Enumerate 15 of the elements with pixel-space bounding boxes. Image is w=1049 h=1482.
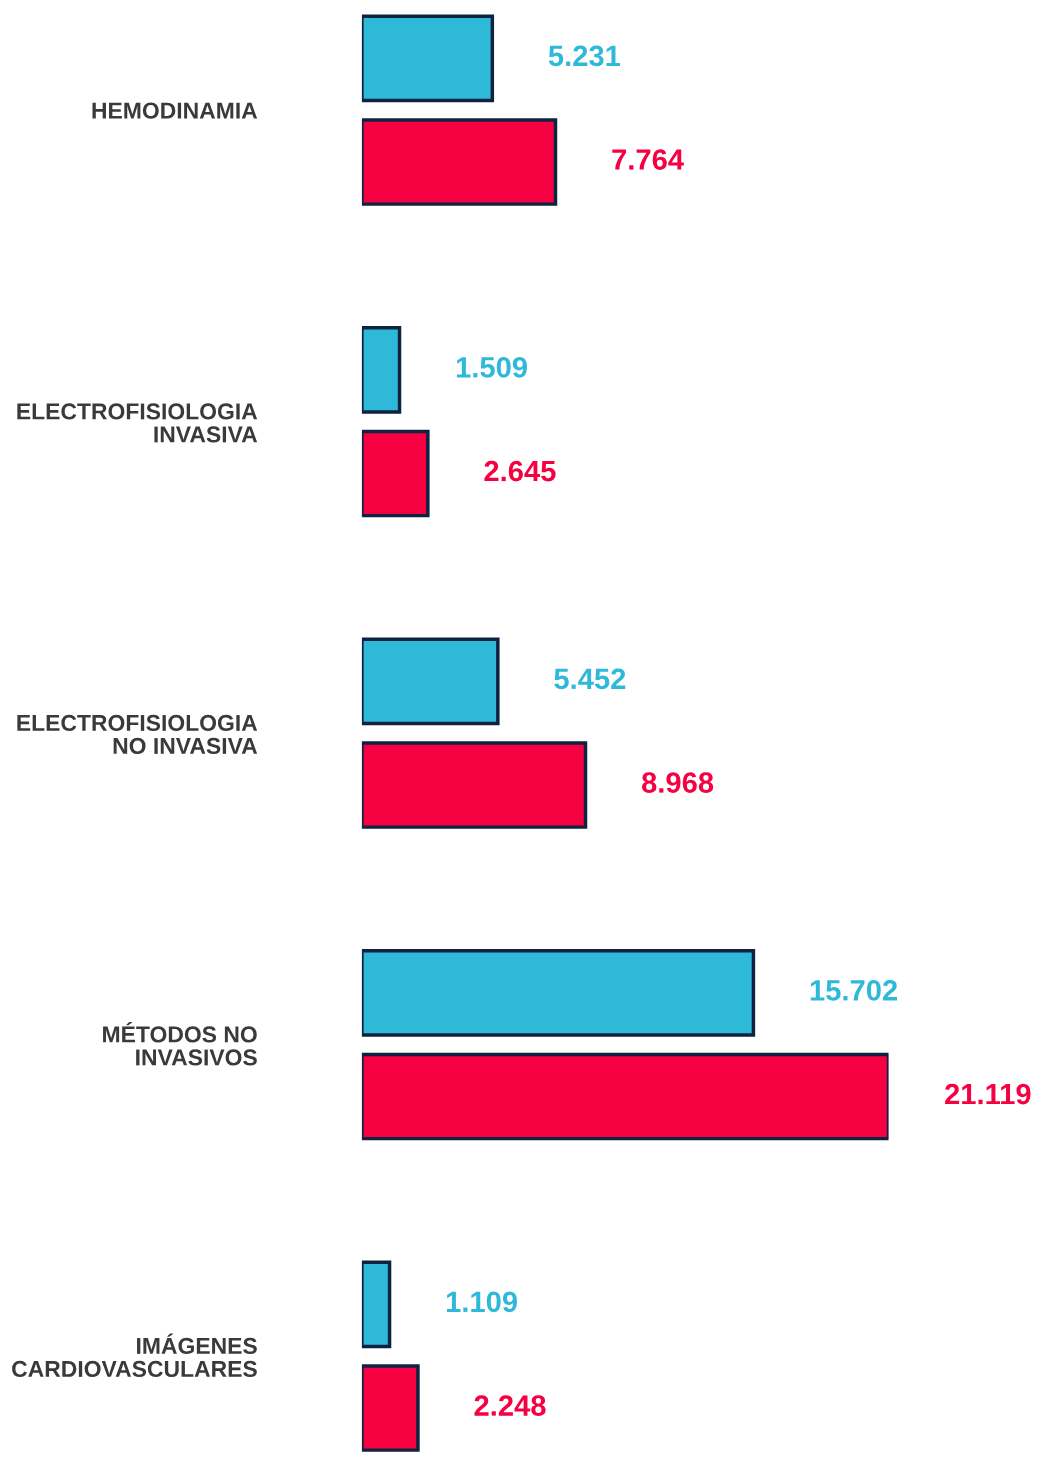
data-label: 5.231 [548,45,621,67]
y-tick-label: ELECTROFISIOLOGIA INVASIVA [17,403,258,443]
data-label: 2.248 [474,1395,546,1416]
data-label: 7.764 [612,149,684,170]
data-label: 2.645 [484,460,556,482]
y-tick-label: HEMODINAMIA [92,102,258,119]
data-label: 8.968 [642,772,714,793]
data-label: 1.109 [446,1291,518,1313]
data-label: 1.509 [456,357,527,378]
data-label: 15.702 [810,980,898,1001]
y-tick-label: IMÁGENES CARDIOVASCULARES [12,1333,257,1378]
y-tick-label: MÉTODOS NO INVASIVOS [103,1022,257,1066]
data-label: 5.452 [554,668,626,690]
y-tick-label: ELECTROFISIOLOGIA NO INVASIVA [17,714,258,755]
data-label: 21.119 [945,1083,1031,1105]
